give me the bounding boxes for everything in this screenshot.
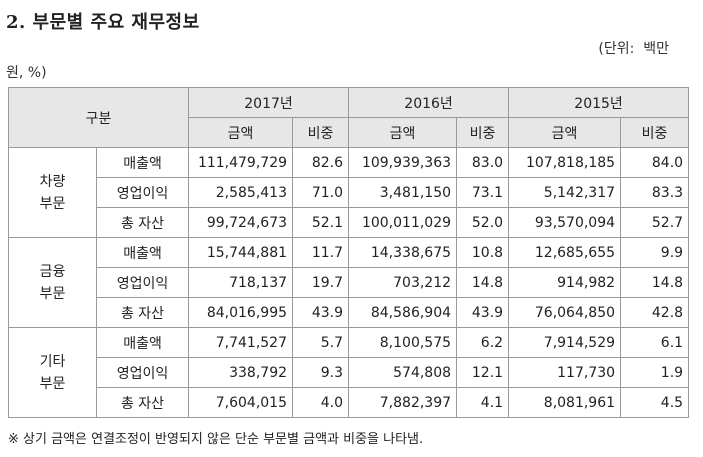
ratio-cell: 19.7 (292, 267, 350, 298)
amount-cell: 117,730 (508, 357, 622, 388)
amount-cell: 99,724,673 (188, 207, 294, 238)
footnote: ※ 상기 금액은 연결조정이 반영되지 않은 단순 부문별 금액과 비중을 나타… (8, 432, 424, 447)
ratio-cell: 9.3 (292, 357, 350, 388)
amount-cell: 7,604,015 (188, 387, 294, 418)
ratio-cell: 4.5 (620, 387, 690, 418)
amount-cell: 100,011,029 (348, 207, 458, 238)
ratio-cell: 14.8 (620, 267, 690, 298)
segment-name-line: 차량 (39, 173, 66, 190)
header-year-2017: 2017년 (188, 87, 350, 118)
table-row: 기타 부문 매출액 7,741,527 5.7 8,100,575 6.2 7,914,529… (8, 327, 690, 418)
ratio-cell: 4.0 (292, 387, 350, 418)
segment-name-line: 부문 (39, 195, 66, 212)
unit-note-continued: 원, %) (6, 65, 47, 81)
ratio-cell: 83.3 (620, 177, 690, 208)
amount-cell: 7,741,527 (188, 327, 294, 358)
ratio-cell: 6.1 (620, 327, 690, 358)
amount-cell: 107,818,185 (508, 147, 622, 178)
header-ratio: 비중 (456, 117, 510, 148)
amount-cell: 111,479,729 (188, 147, 294, 178)
amount-cell: 574,808 (348, 357, 458, 388)
row-label: 영업이익 (95, 177, 190, 208)
amount-cell: 8,081,961 (508, 387, 622, 418)
table-row: 총 자산 7,604,015 4.0 7,882,397 4.1 8,081,961 4.5 (9, 387, 690, 418)
header-amount: 금액 (188, 117, 294, 148)
ratio-cell: 12.1 (456, 357, 510, 388)
ratio-cell: 52.7 (620, 207, 690, 238)
ratio-cell: 5.7 (292, 327, 350, 358)
header-year-2016: 2016년 (348, 87, 510, 118)
amount-cell: 914,982 (508, 267, 622, 298)
segment-name-line: 금융 (39, 263, 66, 280)
amount-cell: 109,939,363 (348, 147, 458, 178)
ratio-cell: 6.2 (456, 327, 510, 358)
table-row: 총 자산 99,724,673 52.1 100,011,029 52.0 93,570,… (9, 207, 690, 238)
table-row: 차량 부문 매출액 111,479,729 82.6 109,939,363 83.0 107… (8, 147, 690, 238)
segment-financial-table: 구분 2017년 2016년 2015년 금액 비중 금액 비중 금액 비중 차… (7, 87, 690, 418)
row-label: 매출액 (95, 327, 190, 358)
amount-cell: 15,744,881 (188, 237, 294, 268)
amount-cell: 84,586,904 (348, 297, 458, 328)
row-label: 매출액 (95, 237, 190, 268)
ratio-cell: 10.8 (456, 237, 510, 268)
header-category: 구분 (7, 87, 190, 148)
table-row: 총 자산 84,016,995 43.9 84,586,904 43.9 76,064,8… (9, 297, 690, 328)
ratio-cell: 14.8 (456, 267, 510, 298)
amount-cell: 14,338,675 (348, 237, 458, 268)
row-label: 영업이익 (95, 357, 190, 388)
ratio-cell: 9.9 (620, 237, 690, 268)
amount-cell: 7,914,529 (508, 327, 622, 358)
header-amount: 금액 (348, 117, 458, 148)
amount-cell: 7,882,397 (348, 387, 458, 418)
amount-cell: 8,100,575 (348, 327, 458, 358)
row-label: 총 자산 (95, 297, 190, 328)
amount-cell: 76,064,850 (508, 297, 622, 328)
header-ratio: 비중 (620, 117, 690, 148)
amount-cell: 12,685,655 (508, 237, 622, 268)
ratio-cell: 52.1 (292, 207, 350, 238)
ratio-cell: 42.8 (620, 297, 690, 328)
ratio-cell: 84.0 (620, 147, 690, 178)
amount-cell: 2,585,413 (188, 177, 294, 208)
amount-cell: 3,481,150 (348, 177, 458, 208)
header-amount: 금액 (508, 117, 622, 148)
row-label: 총 자산 (95, 387, 190, 418)
row-label: 매출액 (95, 147, 190, 178)
segment-name-line: 부문 (39, 285, 66, 302)
header-ratio: 비중 (292, 117, 350, 148)
amount-cell: 93,570,094 (508, 207, 622, 238)
ratio-cell: 73.1 (456, 177, 510, 208)
unit-note: (단위: 백만 (598, 41, 669, 57)
amount-cell: 718,137 (188, 267, 294, 298)
ratio-cell: 4.1 (456, 387, 510, 418)
row-label: 영업이익 (95, 267, 190, 298)
segment-name-line: 부문 (39, 375, 66, 392)
table-row: 금융 부문 매출액 15,744,881 11.7 14,338,675 10.8 12,68… (8, 237, 690, 328)
amount-cell: 5,142,317 (508, 177, 622, 208)
row-label: 총 자산 (95, 207, 190, 238)
ratio-cell: 52.0 (456, 207, 510, 238)
amount-cell: 338,792 (188, 357, 294, 388)
ratio-cell: 43.9 (292, 297, 350, 328)
ratio-cell: 1.9 (620, 357, 690, 388)
ratio-cell: 83.0 (456, 147, 510, 178)
ratio-cell: 11.7 (292, 237, 350, 268)
section-title: 2. 부문별 주요 재무정보 (6, 12, 200, 33)
table-row: 영업이익 718,137 19.7 703,212 14.8 914,982 14.8 (9, 267, 690, 298)
header-year-2015: 2015년 (508, 87, 690, 118)
table-row: 영업이익 338,792 9.3 574,808 12.1 117,730 1.9 (9, 357, 690, 388)
amount-cell: 84,016,995 (188, 297, 294, 328)
table-row: 영업이익 2,585,413 71.0 3,481,150 73.1 5,142,317 8… (9, 177, 690, 208)
segment-name-line: 기타 (39, 353, 66, 370)
ratio-cell: 82.6 (292, 147, 350, 178)
ratio-cell: 71.0 (292, 177, 350, 208)
amount-cell: 703,212 (348, 267, 458, 298)
ratio-cell: 43.9 (456, 297, 510, 328)
